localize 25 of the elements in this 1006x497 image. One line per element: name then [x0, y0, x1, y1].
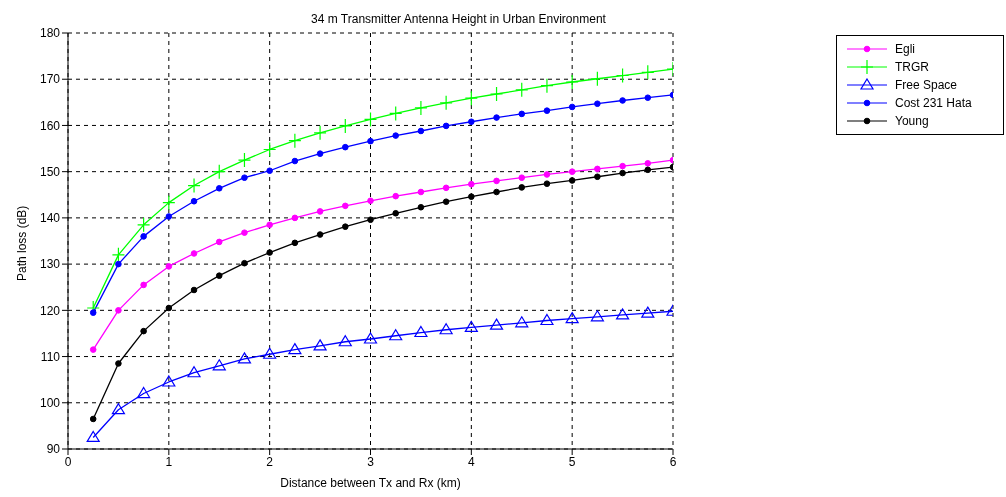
y-tick-label: 110 [40, 349, 61, 364]
x-axis-title: Distance between Tx and Rx (km) [280, 476, 461, 490]
legend-label: Cost 231 Hata [895, 96, 972, 110]
legend-label: Young [895, 114, 929, 128]
legend-label: Egli [895, 42, 916, 56]
x-tick-label: 3 [367, 454, 375, 469]
y-axis-title: Path loss (dB) [15, 205, 30, 281]
x-tick-label: 4 [467, 454, 475, 469]
x-tick-label: 0 [64, 454, 72, 469]
y-tick-label: 160 [39, 118, 61, 133]
x-tick-label: 6 [669, 454, 677, 469]
x-tick-label: 1 [165, 454, 173, 469]
y-tick-label: 90 [46, 442, 61, 457]
y-tick-label: 150 [39, 164, 61, 179]
legend-label: Free Space [895, 78, 958, 92]
x-tick-label: 5 [568, 454, 576, 469]
x-tick-label: 2 [266, 454, 274, 469]
y-tick-label: 170 [39, 72, 61, 87]
y-tick-label: 130 [39, 257, 61, 272]
y-tick-label: 120 [39, 303, 61, 318]
legend-label: TRGR [895, 60, 929, 74]
y-tick-label: 100 [39, 396, 61, 411]
y-tick-label: 180 [39, 26, 61, 41]
y-tick-label: 140 [39, 211, 61, 226]
chart-title: 34 m Transmitter Antenna Height in Urban Environment [310, 12, 607, 26]
